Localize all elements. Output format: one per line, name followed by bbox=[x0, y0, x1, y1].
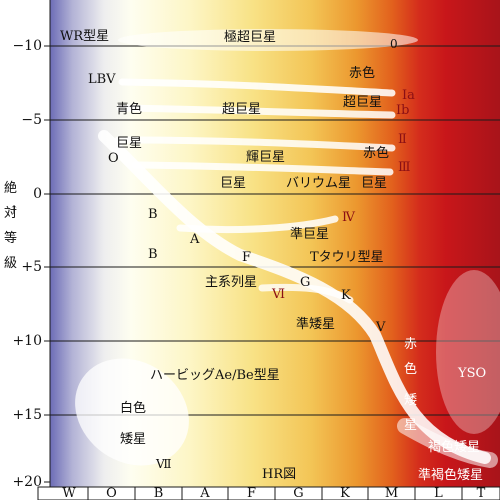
y-tick-label: +5 bbox=[21, 259, 42, 275]
hypergiant-band bbox=[118, 29, 418, 51]
label-red-giant-color: 赤色 bbox=[363, 146, 390, 161]
band-main-sequence bbox=[98, 130, 491, 464]
y-tick-label: +10 bbox=[12, 333, 42, 349]
y-tick-label: 0 bbox=[33, 186, 42, 202]
y-tick-label: +15 bbox=[12, 407, 42, 423]
label-class-ii: Ⅱ bbox=[398, 132, 407, 147]
label-class-vii: Ⅶ bbox=[156, 457, 172, 471]
label-subgiant: 準巨星 bbox=[290, 227, 330, 242]
label-b-lower: B bbox=[148, 247, 158, 262]
label-yso: YSO bbox=[458, 366, 487, 381]
label-white: 白色 bbox=[120, 401, 147, 416]
y-axis-label-char: 絶 bbox=[4, 181, 18, 196]
label-lbv: LBV bbox=[88, 72, 116, 87]
label-g: G bbox=[300, 275, 311, 290]
label-red-upper: 赤色 bbox=[349, 66, 376, 81]
label-class-0: 0 bbox=[390, 37, 398, 51]
y-axis-label-char: 対 bbox=[4, 206, 18, 221]
band-hypergiant-ia bbox=[118, 78, 396, 97]
band-bright-giant bbox=[114, 136, 396, 152]
class-label-w: W bbox=[62, 486, 76, 500]
label-brown-dwarf: 褐色矮星 bbox=[428, 440, 481, 455]
label-sub-brown-dwarf: 準褐色矮星 bbox=[418, 468, 484, 483]
label-class-ia: Ⅰa bbox=[402, 88, 415, 103]
label-class-ib: Ⅰb bbox=[396, 103, 410, 118]
class-label-a: A bbox=[200, 486, 210, 500]
x-axis-strip bbox=[37, 486, 500, 500]
class-label-m: M bbox=[384, 486, 399, 500]
y-tick-label: −10 bbox=[12, 38, 42, 54]
label-k: K bbox=[341, 288, 351, 303]
class-label-l: L bbox=[434, 486, 443, 500]
label-barium-star: バリウム星 bbox=[286, 176, 352, 191]
label-class-iii: Ⅲ bbox=[398, 160, 411, 175]
label-supergiant: 超巨星 bbox=[222, 102, 262, 117]
label-red-dwarf-char: 星 bbox=[404, 418, 418, 433]
label-red-supergiant: 超巨星 bbox=[343, 95, 383, 110]
y-tick-label: +20 bbox=[12, 474, 42, 490]
label-red-giant: 巨星 bbox=[361, 176, 388, 191]
class-label-t: T bbox=[476, 486, 486, 500]
label-v: V bbox=[376, 320, 386, 335]
y-axis-label-char: 級 bbox=[4, 256, 18, 271]
label-class-iv: Ⅳ bbox=[342, 210, 355, 225]
label-subdwarf: 準矮星 bbox=[296, 317, 336, 332]
label-hypergiant: 極超巨星 bbox=[224, 30, 277, 45]
label-hr-diagram: HR図 bbox=[262, 467, 297, 482]
label-main-sequence: 主系列星 bbox=[205, 275, 258, 290]
label-o-star: O bbox=[108, 151, 119, 166]
label-bright-giant: 輝巨星 bbox=[246, 150, 286, 165]
label-red-dwarf-char: 色 bbox=[404, 362, 418, 377]
label-a: A bbox=[190, 232, 200, 247]
label-dwarf: 矮星 bbox=[120, 432, 147, 447]
class-label-g: G bbox=[293, 486, 304, 500]
label-t-tauri: Tタウリ型星 bbox=[310, 250, 384, 265]
label-giant-top: 巨星 bbox=[116, 136, 143, 151]
class-label-o: O bbox=[106, 486, 117, 500]
band-supergiant-ib bbox=[116, 104, 396, 119]
class-label-f: F bbox=[246, 486, 257, 500]
white-dwarf-region bbox=[75, 358, 189, 466]
label-blue: 青色 bbox=[116, 102, 143, 117]
label-red-dwarf-char: 赤 bbox=[404, 337, 418, 352]
band-brown-dwarf bbox=[397, 418, 498, 468]
class-label-b: B bbox=[153, 486, 164, 500]
y-ticks bbox=[44, 45, 50, 483]
label-b-upper: B bbox=[148, 207, 158, 222]
y-axis-label-char: 等 bbox=[4, 231, 18, 246]
class-label-k: K bbox=[340, 486, 350, 500]
label-red-dwarf-char: 矮 bbox=[404, 393, 418, 408]
y-tick-label: −5 bbox=[21, 112, 42, 128]
label-wr-star: WR型星 bbox=[60, 29, 110, 44]
label-giant: 巨星 bbox=[220, 176, 247, 191]
label-class-vi: Ⅵ bbox=[272, 287, 286, 302]
label-herbig: ハービッグAe/Be型星 bbox=[150, 368, 280, 383]
band-giant bbox=[131, 161, 394, 176]
label-f: F bbox=[242, 250, 252, 265]
up-arrow-icon: ↑ bbox=[9, 203, 20, 217]
star-bands bbox=[98, 78, 498, 468]
yso-region bbox=[436, 270, 500, 434]
